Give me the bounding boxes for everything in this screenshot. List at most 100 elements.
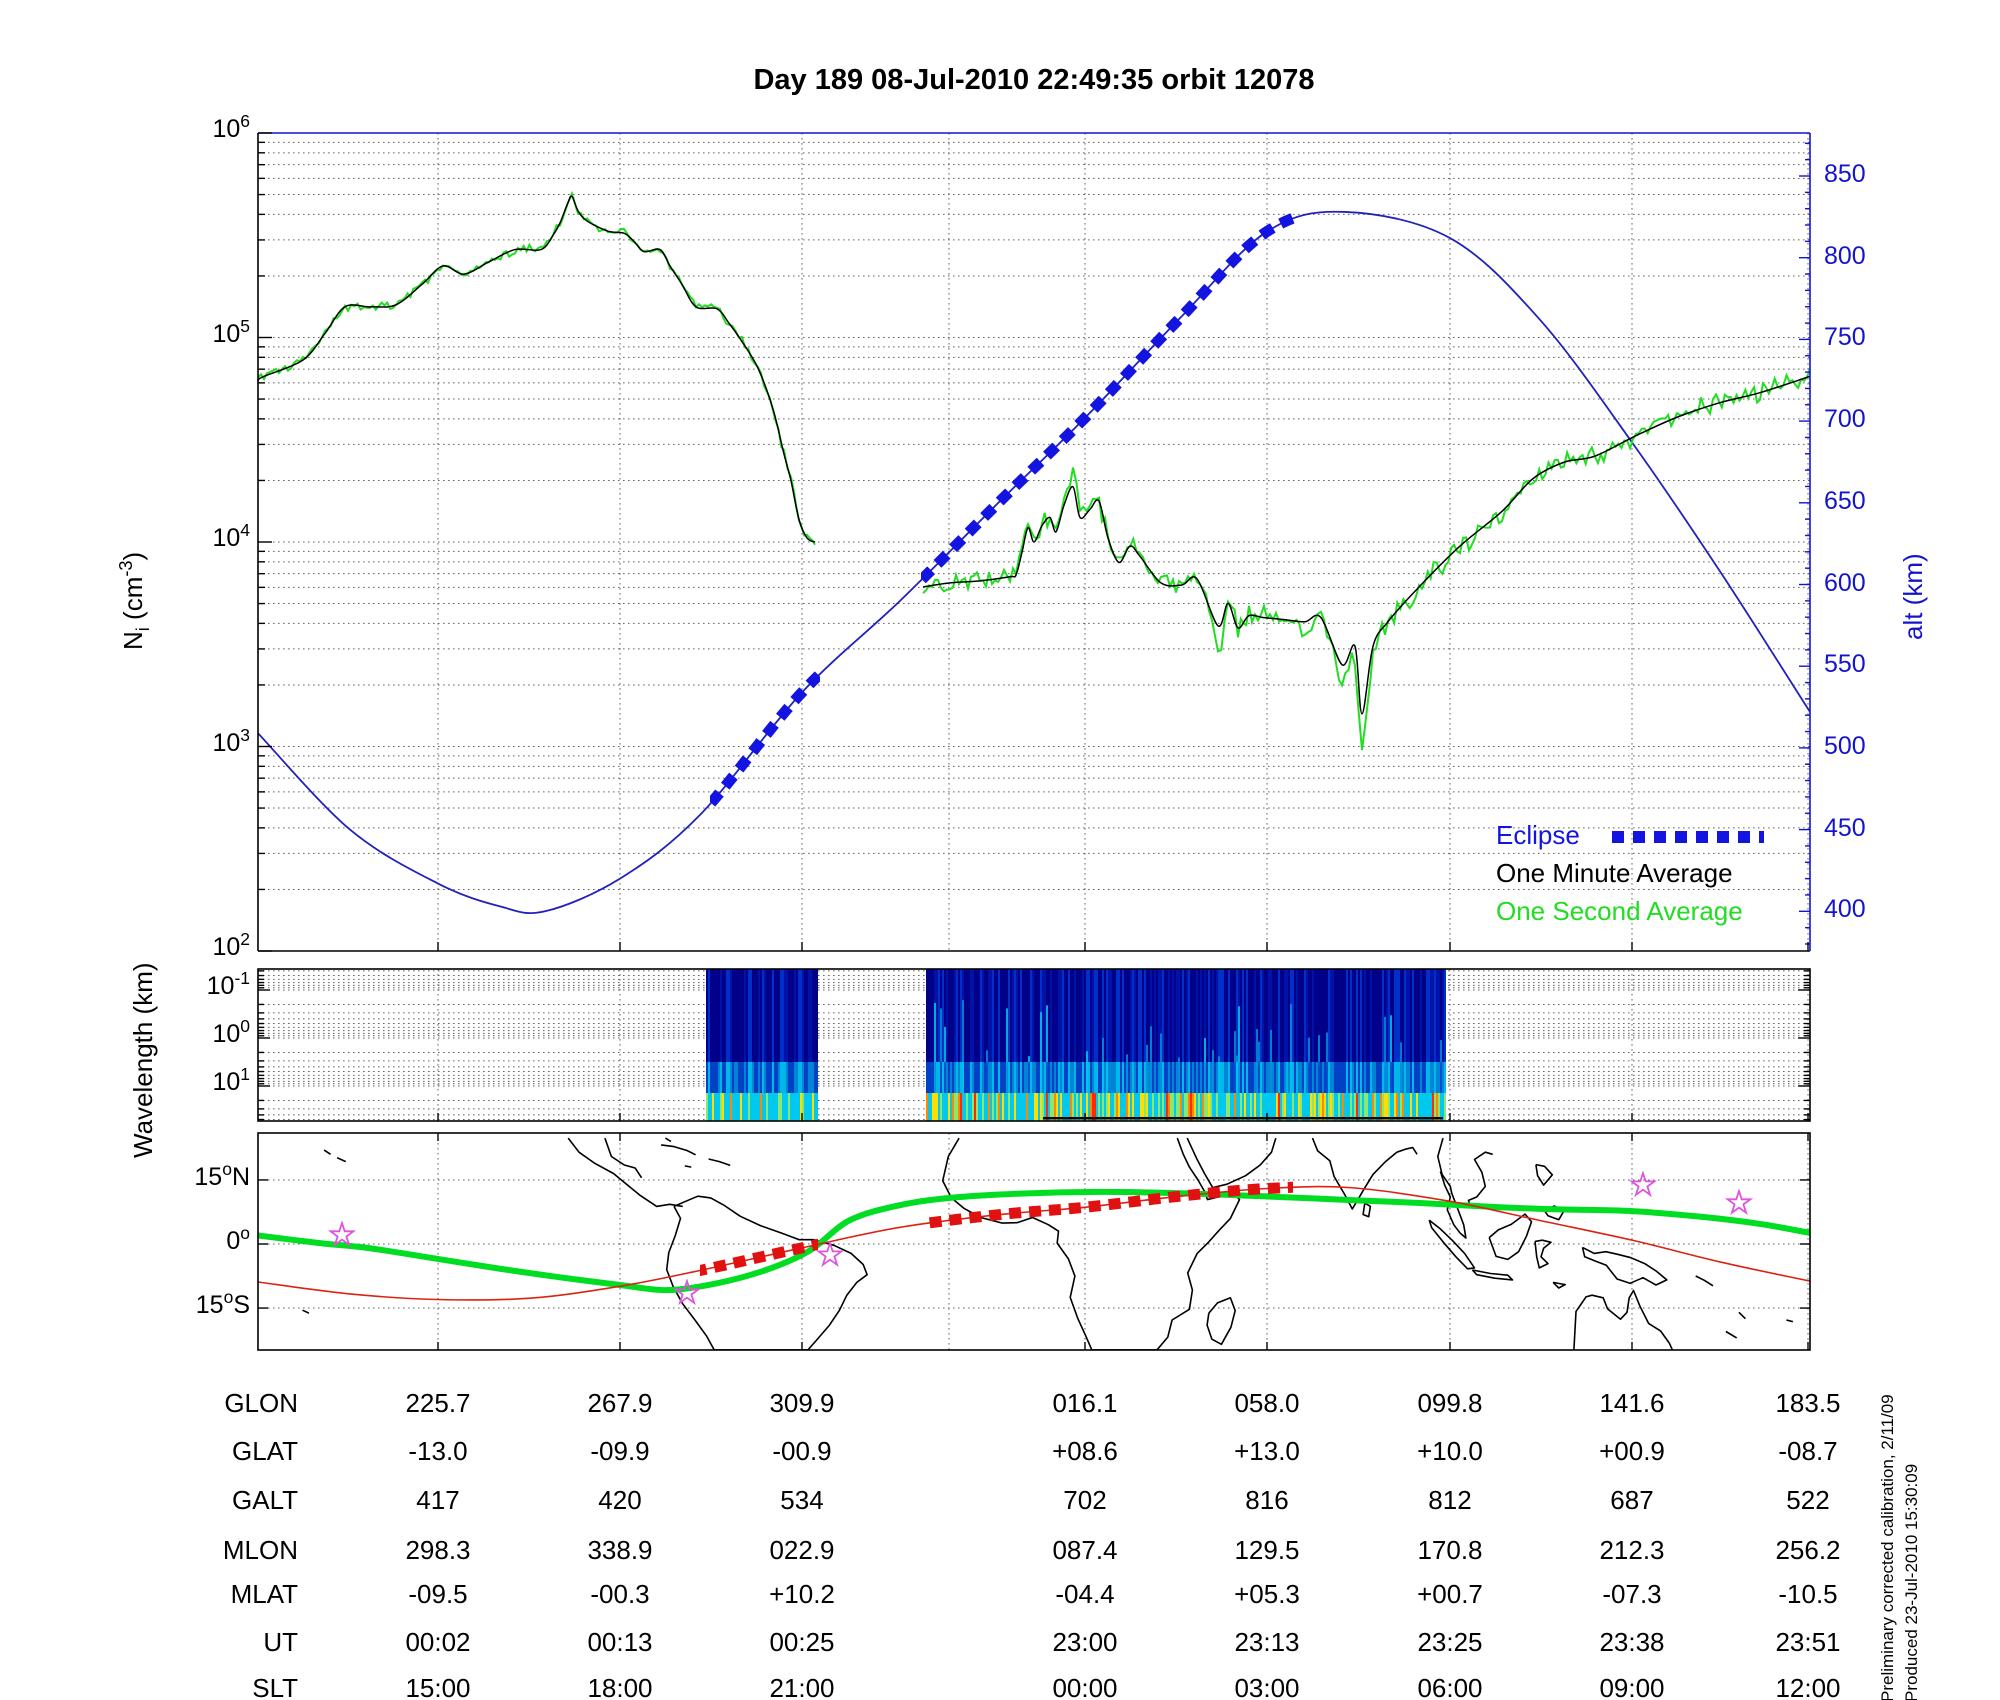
spectrogram-column (1396, 969, 1398, 1093)
spectrogram-bottom (1384, 1093, 1386, 1121)
spectrogram-column (1228, 969, 1230, 1093)
spectrogram-column (986, 969, 988, 1093)
station-star-icon (1724, 1188, 1754, 1216)
spectrogram-column (1178, 969, 1180, 1093)
spectrogram-bottom (944, 1093, 946, 1121)
spectrogram-bottom (1422, 1093, 1424, 1121)
spectrogram-bottom (946, 1093, 948, 1121)
spectrogram-bottom (1226, 1093, 1228, 1121)
spectrogram-mid (1180, 1062, 1182, 1093)
table-cell-slt: 00:00 (1052, 1673, 1118, 1700)
spectrogram-mid (1204, 1062, 1206, 1093)
spectrogram-bottom (1156, 1093, 1158, 1121)
alt-axis-tick-label: 750 (1824, 323, 1866, 352)
spectrogram-streak (1040, 1012, 1042, 1093)
spectrogram-mid (958, 1062, 960, 1093)
spectrogram-column (1164, 969, 1166, 1093)
spectrogram-bottom (1178, 1093, 1180, 1121)
coastline (1467, 1151, 1493, 1208)
spectrogram-bottom (1290, 1093, 1292, 1121)
table-cell-ut: 00:13 (587, 1627, 653, 1657)
spectrogram-bottom (1366, 1093, 1368, 1121)
legend-eclipse-dash-sample (1612, 831, 1764, 843)
spectrogram-column (738, 969, 740, 1093)
coastline (1581, 1246, 1668, 1286)
spectrogram-bottom (1134, 1093, 1136, 1121)
table-cell-mlon: 022.9 (769, 1535, 835, 1565)
spectrogram-bottom (734, 1093, 736, 1121)
spectrogram-mid (1402, 1062, 1404, 1093)
spectrogram-bottom (948, 1093, 950, 1121)
spectrogram-column (1052, 969, 1054, 1093)
spectrogram-mid (1420, 1062, 1422, 1093)
spectrogram-bottom (1200, 1093, 1202, 1121)
spectrogram-column (1416, 969, 1418, 1093)
spectrogram-bottom (796, 1093, 798, 1121)
spectrogram-mid (802, 1062, 804, 1093)
spectrogram-bottom (1206, 1093, 1208, 1121)
spectrogram-mid (932, 1062, 934, 1093)
spectrogram-bottom (1328, 1093, 1330, 1121)
spectrogram-bottom (938, 1093, 940, 1121)
spectrogram-mid (1230, 1062, 1232, 1093)
spectrogram-mid (1386, 1062, 1388, 1093)
spectrogram-column (716, 969, 718, 1093)
table-cell-glon: 225.7 (405, 1388, 471, 1418)
spectrogram-mid (766, 1062, 768, 1093)
spectrogram-bottom (1218, 1093, 1220, 1121)
spectrogram-bottom (976, 1093, 978, 1121)
spectrogram-column (1330, 969, 1332, 1093)
spectrogram-column (1434, 969, 1436, 1093)
spectrogram-column (1322, 969, 1324, 1093)
spectrogram-mid (1318, 1062, 1320, 1093)
spectrogram-column (1362, 969, 1364, 1093)
spectrogram-bottom (1344, 1093, 1346, 1121)
spectrogram-mid (1032, 1062, 1034, 1093)
spectrogram-mid (1368, 1062, 1370, 1093)
spectrogram-bottom (738, 1093, 740, 1121)
spectrogram-mid (1374, 1062, 1376, 1093)
spectrogram-column (1050, 969, 1052, 1093)
spectrogram-mid (754, 1062, 756, 1093)
spectrogram-mid (1074, 1062, 1076, 1093)
spectrogram-bottom (754, 1093, 756, 1121)
table-cell-mlat: +05.3 (1234, 1579, 1300, 1609)
spectrogram-mid (1106, 1062, 1108, 1093)
spectrogram-mid (1352, 1062, 1354, 1093)
spectrogram-bottom (1410, 1093, 1412, 1121)
spectrogram-mid (1238, 1062, 1240, 1093)
spectrogram-column (1062, 969, 1064, 1093)
table-cell-ut: 23:25 (1417, 1627, 1483, 1657)
spectrogram-bottom (1002, 1093, 1004, 1121)
spectrogram-bottom (1024, 1093, 1026, 1121)
spectrogram-bottom (728, 1093, 730, 1121)
spectrogram-mid (1046, 1062, 1048, 1093)
spectrogram-mid (782, 1062, 784, 1093)
spectrogram-bottom (1140, 1093, 1142, 1121)
spectrogram-bottom (1250, 1093, 1252, 1121)
spectrogram-mid (950, 1062, 952, 1093)
spectrogram-column (1194, 969, 1196, 1093)
spectrogram-bottom (1374, 1093, 1376, 1121)
alt-axis-tick-label: 850 (1824, 160, 1866, 188)
spectrogram-mid (1288, 1062, 1290, 1093)
spectrogram-column (1180, 969, 1182, 1093)
spectrogram-mid (1442, 1062, 1444, 1093)
spectrogram-mid (1154, 1062, 1156, 1093)
spectrogram-mid (1076, 1062, 1078, 1093)
spectrogram-bottom (740, 1093, 742, 1121)
spectrogram-bottom (1016, 1093, 1018, 1121)
spectrogram-mid (742, 1062, 744, 1093)
table-cell-glon: 099.8 (1417, 1388, 1483, 1418)
spectrogram-column (1172, 969, 1174, 1093)
spectrogram-mid (1144, 1062, 1146, 1093)
spectrogram-column (996, 969, 998, 1093)
spectrogram-bottom (1280, 1093, 1282, 1121)
alt-axis-tick-label: 650 (1824, 486, 1866, 515)
spectrogram-mid (1086, 1062, 1088, 1093)
spectrogram-bottom (708, 1093, 710, 1121)
spectrogram-bottom (1256, 1093, 1258, 1121)
spectrogram-bottom (1122, 1093, 1124, 1121)
spectrogram-mid (1072, 1062, 1074, 1093)
spectrogram-bottom (1436, 1093, 1438, 1121)
